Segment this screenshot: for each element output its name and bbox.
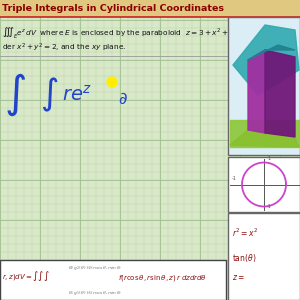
Bar xyxy=(228,157,300,212)
Text: $f(r\cos\theta, r\sin\theta, z)\,r\;dzdrd\theta$: $f(r\cos\theta, r\sin\theta, z)\,r\;dzdr… xyxy=(118,273,207,283)
Text: $\int$: $\int$ xyxy=(40,76,59,114)
Bar xyxy=(228,213,300,300)
Text: $\int$: $\int$ xyxy=(4,72,26,118)
Polygon shape xyxy=(248,45,295,60)
Bar xyxy=(0,260,226,300)
Text: der $x^2 + y^2 = 2$, and the $xy$ plane.: der $x^2 + y^2 = 2$, and the $xy$ plane. xyxy=(2,42,126,54)
Polygon shape xyxy=(233,25,299,95)
Bar xyxy=(228,17,300,155)
Text: $r,z)dV = \int \int \int$: $r,z)dV = \int \int \int$ xyxy=(2,269,50,283)
Text: $\tan(\theta)$: $\tan(\theta)$ xyxy=(232,252,256,264)
Polygon shape xyxy=(265,50,295,137)
Polygon shape xyxy=(230,120,299,147)
Circle shape xyxy=(107,77,117,87)
Text: $re^z$: $re^z$ xyxy=(62,85,92,105)
Text: $\theta_1 \; g_1(\theta) \; h_1(r\cos\theta,r\sin\theta)$: $\theta_1 \; g_1(\theta) \; h_1(r\cos\th… xyxy=(68,289,122,297)
Text: 1: 1 xyxy=(267,155,270,160)
Text: $\theta_2 \; g_2(\theta) \; h_2(r\cos\theta,r\sin\theta)$: $\theta_2 \; g_2(\theta) \; h_2(r\cos\th… xyxy=(68,264,122,272)
Text: -1: -1 xyxy=(232,176,237,181)
Text: Triple Integrals in Cylindrical Coordinates: Triple Integrals in Cylindrical Coordina… xyxy=(2,4,224,13)
Polygon shape xyxy=(248,50,265,133)
Text: $r^2 = x^2$: $r^2 = x^2$ xyxy=(232,227,259,239)
Bar xyxy=(0,0,300,17)
Text: $z =$: $z =$ xyxy=(232,274,245,283)
Text: $\iiint_E e^z \, dV$  where $E$ is enclosed by the paraboloid  $z = 3 + x^2 +$: $\iiint_E e^z \, dV$ where $E$ is enclos… xyxy=(2,25,229,41)
Polygon shape xyxy=(230,130,299,147)
Text: $\partial$: $\partial$ xyxy=(118,90,128,108)
Text: -1: -1 xyxy=(267,204,272,209)
